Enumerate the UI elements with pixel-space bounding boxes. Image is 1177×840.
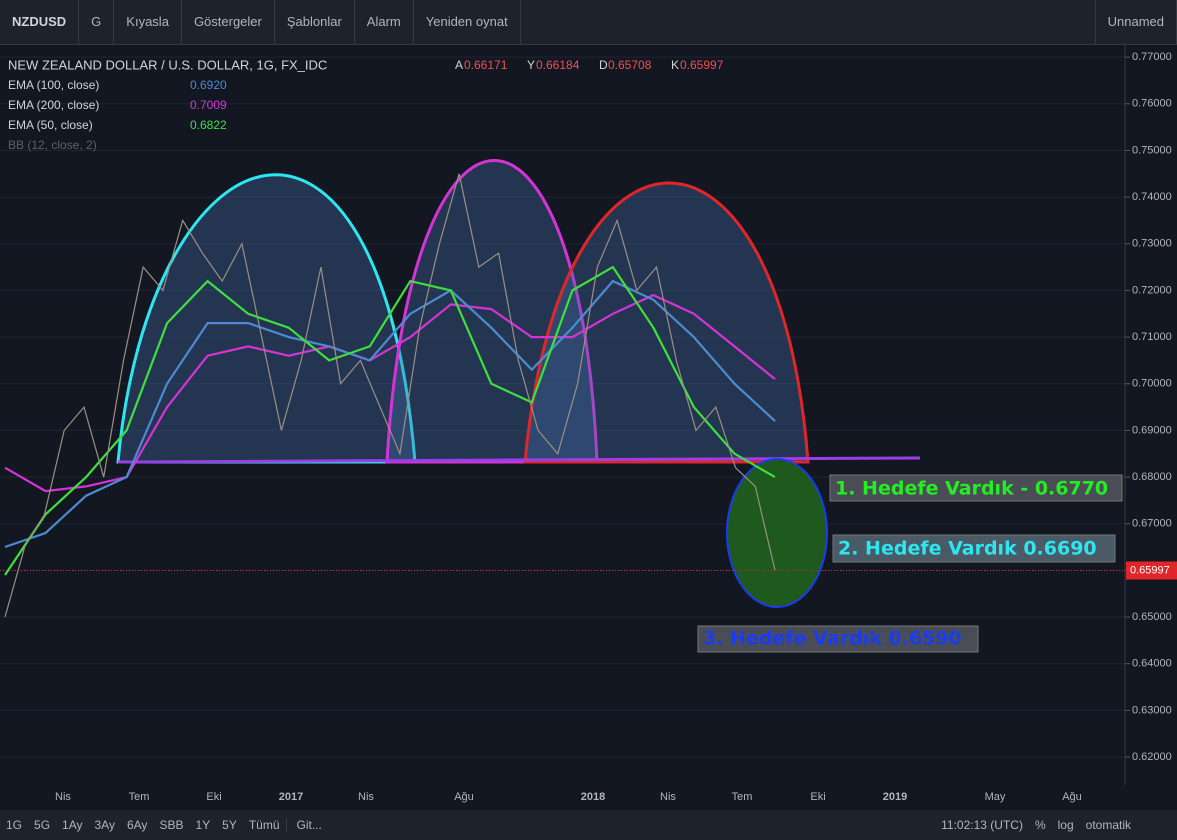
price-axis xyxy=(1125,45,1177,810)
y-tick-label: 0.72000 xyxy=(1132,284,1172,296)
y-tick-label: 0.73000 xyxy=(1132,238,1172,250)
y-tick-label: 0.68000 xyxy=(1132,471,1172,483)
x-tick-label: 2018 xyxy=(581,791,605,803)
legend-title: NEW ZEALAND DOLLAR / U.S. DOLLAR, 1G, FX… xyxy=(8,57,327,72)
range[interactable]: 1Ay xyxy=(62,818,83,832)
annotation-box xyxy=(697,625,979,653)
y-tick-label: 0.63000 xyxy=(1132,704,1172,716)
last-price-tag xyxy=(1126,561,1177,580)
cyan-arc xyxy=(116,173,417,464)
y-tick-label: 0.77000 xyxy=(1132,51,1172,63)
indicator-name: BB (12, close, 2) xyxy=(8,138,97,152)
percent-toggle[interactable]: % xyxy=(1034,818,1046,832)
interval[interactable]: G xyxy=(79,0,115,44)
annotation: 2. Hedefe Vardık 0.6690 xyxy=(838,538,1097,560)
y-tick-label: 0.62000 xyxy=(1132,751,1172,763)
annotation-box xyxy=(829,474,1123,502)
range[interactable]: 5Y xyxy=(222,818,237,832)
toolbar-button[interactable]: Yeniden oynat xyxy=(414,0,521,44)
ohlc-value: 0.66171 xyxy=(464,58,508,72)
x-tick-label: Nis xyxy=(55,791,71,803)
y-tick-label: 0.67000 xyxy=(1132,518,1172,530)
range[interactable]: 6Ay xyxy=(126,818,148,832)
price-line xyxy=(4,173,776,618)
x-tick-label: 2017 xyxy=(279,791,303,803)
clock: 11:02:13 (UTC) xyxy=(941,818,1023,832)
toolbar-button[interactable]: Şablonlar xyxy=(275,0,355,44)
toolbar-button[interactable]: Alarm xyxy=(355,0,414,44)
indicator-name: EMA (200, close) xyxy=(8,98,99,112)
indicator-name: EMA (100, close) xyxy=(8,78,99,92)
toolbar-button[interactable]: Göstergeler xyxy=(182,0,275,44)
bottom-toolbar: 1G 5G 1Ay 3Ay 6Ay SBB 1Y 5Y Tümü Git... … xyxy=(0,810,1177,840)
ohlc-value: 0.66184 xyxy=(536,58,580,72)
range[interactable]: SBB xyxy=(159,818,184,832)
range[interactable]: 1Y xyxy=(195,818,211,832)
x-tick-label: Tem xyxy=(129,791,150,803)
auto-toggle[interactable]: otomatik xyxy=(1085,818,1131,832)
y-tick-label: 0.71000 xyxy=(1132,331,1172,343)
annotation: 1. Hedefe Vardık - 0.6770 xyxy=(835,478,1108,500)
range[interactable]: 3Ay xyxy=(94,818,115,832)
y-tick-label: 0.65000 xyxy=(1132,611,1172,623)
range[interactable]: 5G xyxy=(34,818,51,832)
range[interactable]: Tümü xyxy=(248,818,280,832)
symbol[interactable]: NZDUSD xyxy=(0,0,80,44)
indicator-value: 0.6920 xyxy=(190,78,227,92)
x-tick-label: Tem xyxy=(732,791,753,803)
layout-name[interactable]: Unnamed xyxy=(1094,0,1177,44)
x-tick-label: Nis xyxy=(660,791,676,803)
ohlc-key: Y xyxy=(527,58,535,72)
y-tick-label: 0.76000 xyxy=(1132,98,1172,110)
y-tick-label: 0.75000 xyxy=(1132,144,1172,156)
log-toggle[interactable]: log xyxy=(1057,818,1074,832)
y-tick-label: 0.69000 xyxy=(1132,424,1172,436)
ema-line xyxy=(4,265,776,576)
y-tick-label: 0.64000 xyxy=(1132,658,1172,670)
ohlc-key: K xyxy=(671,58,679,72)
red-arc xyxy=(523,181,810,464)
x-tick-label: Eki xyxy=(206,791,221,803)
ema-line xyxy=(4,279,776,549)
ohlc-value: 0.65708 xyxy=(608,58,652,72)
x-tick-label: 2019 xyxy=(883,791,907,803)
range[interactable]: 1G xyxy=(6,818,23,832)
y-tick-label: 0.74000 xyxy=(1132,191,1172,203)
indicator-name: EMA (50, close) xyxy=(8,118,93,132)
x-tick-label: Ağu xyxy=(1062,791,1082,803)
neckline xyxy=(117,456,921,464)
ohlc-key: D xyxy=(599,58,608,72)
x-tick-label: Eki xyxy=(810,791,825,803)
drawings xyxy=(116,159,921,608)
toolbar-button[interactable]: Kıyasla xyxy=(114,0,182,44)
goto[interactable]: Git... xyxy=(285,818,328,832)
last-price-label: 0.65997 xyxy=(1130,564,1170,576)
x-tick-label: Nis xyxy=(358,791,374,803)
chart: NEW ZEALAND DOLLAR / U.S. DOLLAR, 1G, FX… xyxy=(0,45,1177,810)
top-toolbar: NZDUSD G Kıyasla Göstergeler Şablonlar A… xyxy=(0,0,1177,45)
indicator-value: 0.6822 xyxy=(190,118,227,132)
target-ellipse xyxy=(726,458,828,608)
legend: NEW ZEALAND DOLLAR / U.S. DOLLAR, 1G, FX… xyxy=(8,57,724,152)
x-tick-label: Ağu xyxy=(454,791,474,803)
annotation: 3. Hedefe Vardık 0.6590 xyxy=(703,628,962,650)
annotation-box xyxy=(832,534,1116,563)
ohlc-key: A xyxy=(455,58,463,72)
indicator-value: 0.7009 xyxy=(190,98,227,112)
magenta-arc xyxy=(385,159,599,464)
y-tick-label: 0.70000 xyxy=(1132,378,1172,390)
x-tick-label: May xyxy=(985,791,1006,803)
ohlc-value: 0.65997 xyxy=(680,58,724,72)
ema-line xyxy=(4,293,776,493)
